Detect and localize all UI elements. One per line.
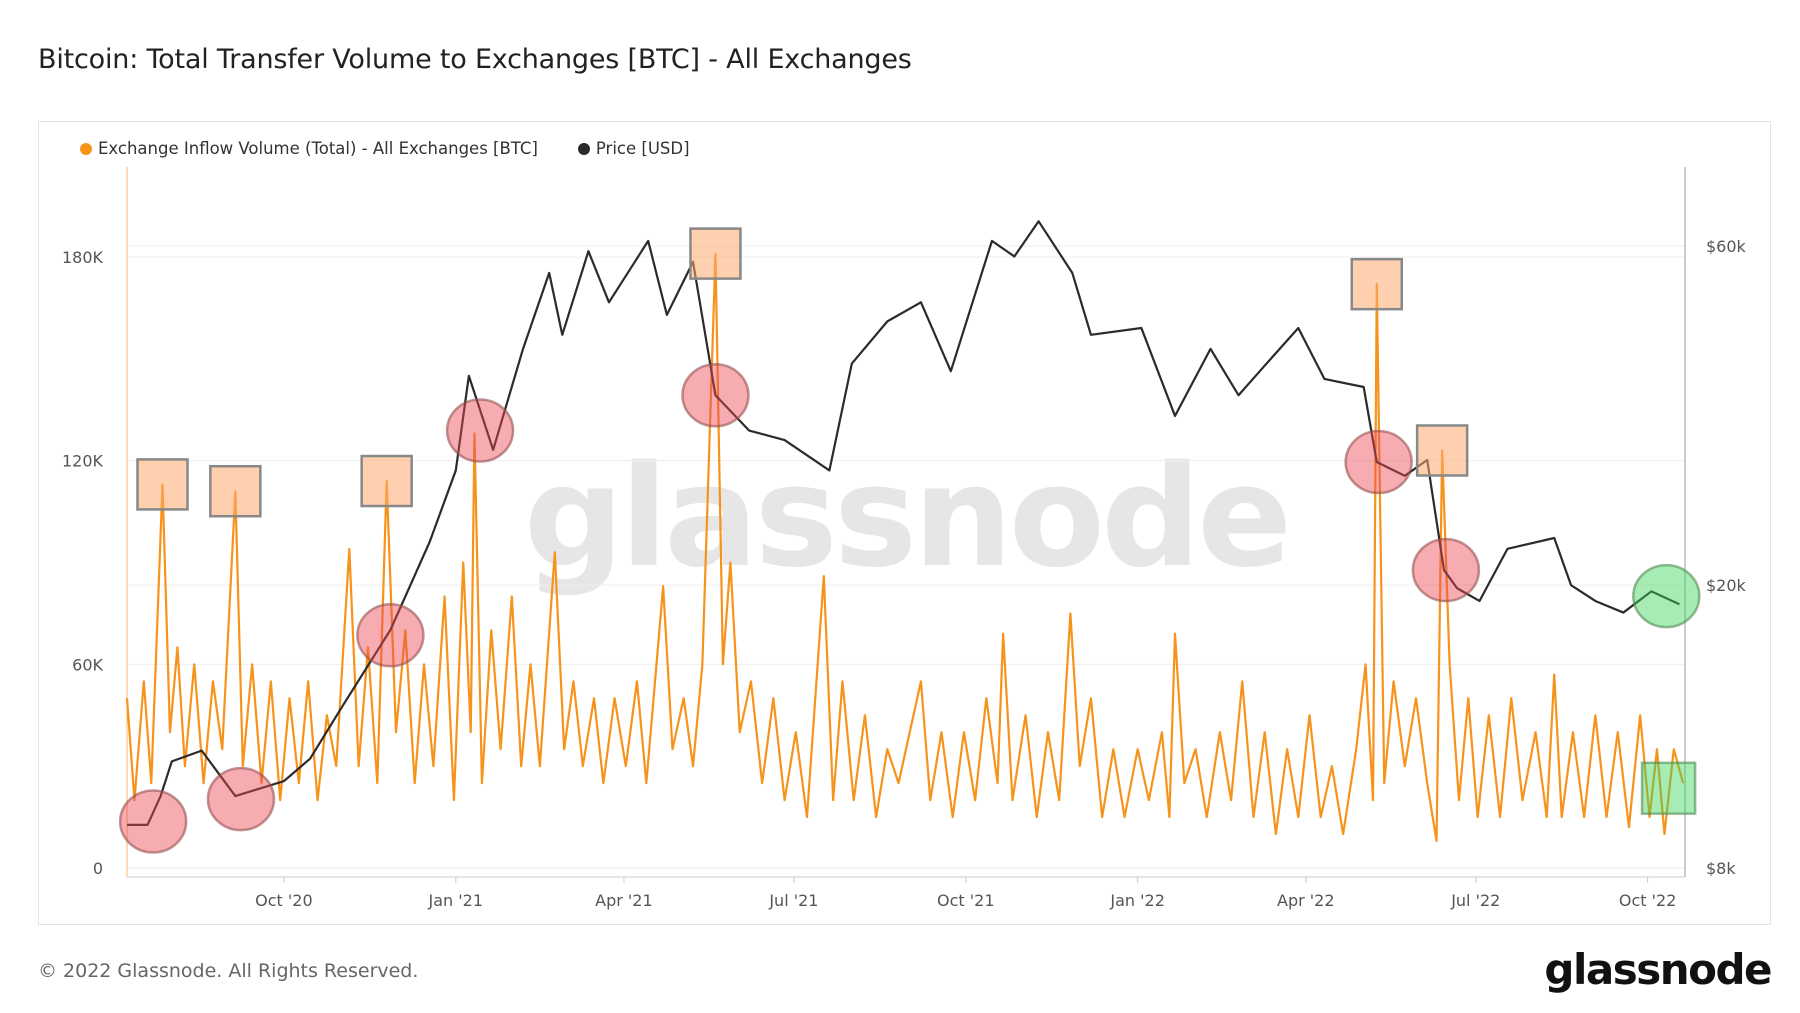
orange-square-marker [209,464,262,518]
y-left-tick-label: 0 [93,859,103,878]
legend-item-price[interactable]: Price [USD] [577,139,690,158]
x-tick-label: Jan '21 [428,891,484,910]
x-tick-label: Oct '22 [1619,891,1677,910]
legend-label: Price [USD] [595,139,690,158]
red-circle-marker [681,362,750,428]
red-circle-marker [445,398,515,463]
x-tick-label: Jul '22 [1450,891,1500,910]
y-right-tick-label: $8k [1706,859,1736,878]
price-line [127,220,1680,826]
orange-dot-icon [80,142,92,155]
inflow-line [125,252,1685,842]
y-left-tick-label: 120K [62,452,104,471]
y-right-tick-label: $20k [1706,576,1747,595]
orange-square-marker [689,227,742,280]
y-left-tick-label: 60K [72,655,103,674]
red-circle-marker [118,789,188,854]
y-left-tick-label: 180K [62,248,104,267]
chart-card [38,121,1771,925]
red-circle-marker [206,766,276,832]
orange-square-marker [360,454,413,508]
green-circle-marker [1632,563,1701,629]
x-tick-label: Jul '21 [768,891,818,910]
copyright: © 2022 Glassnode. All Rights Reserved. [38,960,419,982]
x-tick-label: Apr '21 [595,891,653,910]
legend-label: Exchange Inflow Volume (Total) - All Exc… [98,139,538,158]
orange-square-marker [1350,257,1404,311]
y-right-tick-label: $60k [1706,237,1747,256]
legend: Exchange Inflow Volume (Total) - All Exc… [80,139,690,158]
red-circle-marker [1344,429,1413,495]
x-tick-label: Jan '22 [1109,891,1165,910]
glassnode-logo: glassnode [1544,945,1772,994]
orange-square-marker [1415,424,1469,477]
x-tick-label: Oct '20 [255,891,313,910]
green-square-marker [1640,761,1697,815]
legend-item-inflow[interactable]: Exchange Inflow Volume (Total) - All Exc… [80,139,538,158]
x-tick-label: Oct '21 [937,891,995,910]
black-dot-icon [577,142,590,155]
x-tick-label: Apr '22 [1277,891,1335,910]
orange-square-marker [136,458,189,511]
chart-title: Bitcoin: Total Transfer Volume to Exchan… [38,44,912,75]
watermark: glassnode [524,436,1288,599]
red-circle-marker [1411,537,1481,603]
red-circle-marker [356,603,425,668]
